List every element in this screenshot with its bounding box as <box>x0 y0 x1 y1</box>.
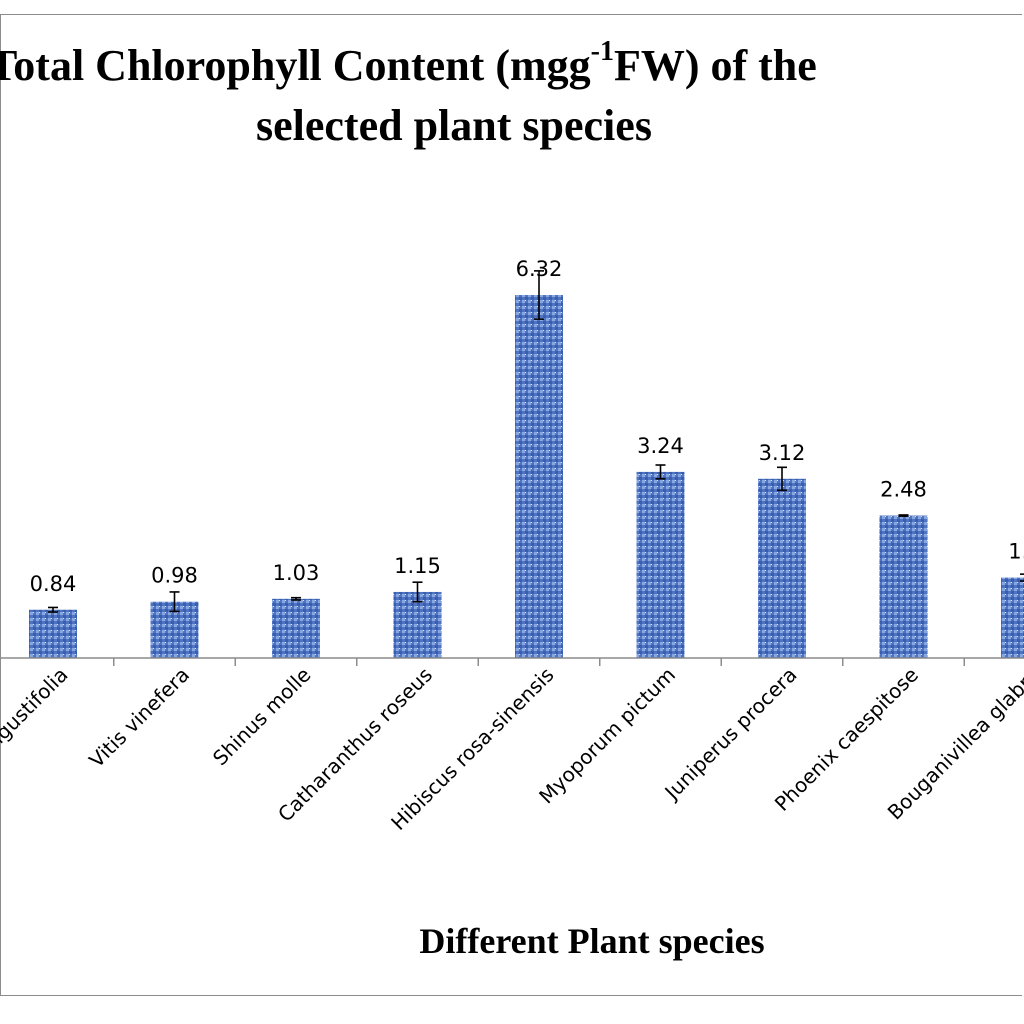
x-tick-label-2: Shinus molle <box>208 663 316 771</box>
chart-title-line-2: selected plant species <box>256 101 652 150</box>
chart-frame <box>0 14 1022 996</box>
x-tick-label-1: Vitis vinefera <box>84 663 194 773</box>
error-bar-6 <box>777 466 787 492</box>
error-bar-5 <box>655 464 666 480</box>
value-label-3: 1.15 <box>394 554 441 578</box>
error-bar-0 <box>48 606 58 613</box>
value-label-7: 2.48 <box>880 478 927 502</box>
value-label-2: 1.03 <box>273 561 320 585</box>
error-bar-1 <box>169 591 180 613</box>
chart-title-main: Total Chlorophyll Content (mgg <box>0 41 591 90</box>
value-label-5: 3.24 <box>637 434 684 458</box>
bar-7 <box>879 515 928 658</box>
x-tick-label-0: Dodonaea angustifolia <box>0 663 73 839</box>
error-bar-2 <box>291 596 301 601</box>
error-bar-4 <box>534 270 544 320</box>
value-label-6: 3.12 <box>759 441 806 465</box>
bar-3 <box>393 591 442 658</box>
bar-8 <box>1001 577 1024 658</box>
value-label-0: 0.84 <box>30 572 77 596</box>
chart-title-rest: FW) of the <box>613 41 817 90</box>
value-label-4: 6.32 <box>516 257 563 281</box>
error-bar-8 <box>1020 573 1024 582</box>
value-label-8: 1.4 <box>1008 540 1024 564</box>
bar-2 <box>272 598 320 658</box>
bar-5 <box>636 471 685 658</box>
x-axis-title: Different Plant species <box>419 921 765 961</box>
error-bar-3 <box>412 581 423 603</box>
bar-4 <box>515 295 563 658</box>
error-bar-7 <box>898 514 909 517</box>
x-tick-label-5: Myoporum pictum <box>534 663 680 809</box>
chart-title-line-1: Total Chlorophyll Content (mgg-1FW) of t… <box>0 38 817 92</box>
chart-title-superscript: -1 <box>590 36 614 67</box>
bar-0 <box>29 609 77 658</box>
bar-6 <box>758 478 806 658</box>
value-label-1: 0.98 <box>151 564 198 588</box>
x-tick-label-6: Juniperus procera <box>659 663 802 806</box>
